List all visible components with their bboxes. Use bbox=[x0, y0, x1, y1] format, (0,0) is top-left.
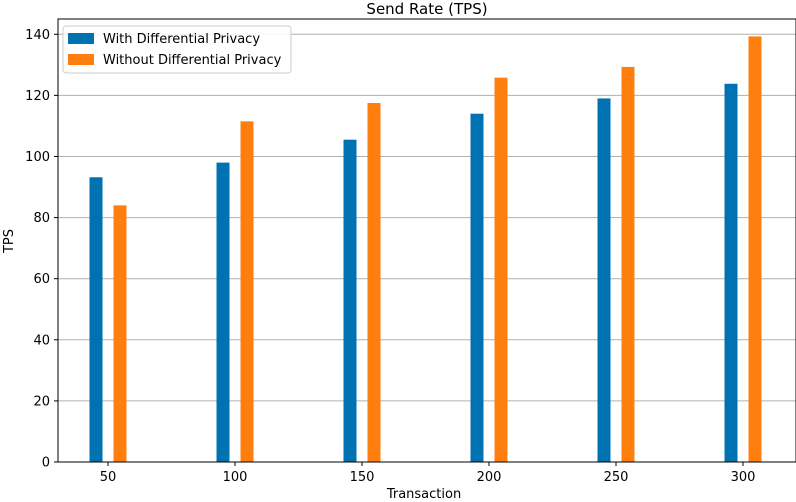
y-axis-ticks: 0 20 40 60 80 100 120 140 bbox=[25, 28, 58, 471]
bar-with-dp-150 bbox=[343, 139, 357, 462]
grid-lines bbox=[58, 33, 796, 463]
y-tick-label: 60 bbox=[33, 272, 50, 287]
bar-without-dp-50 bbox=[113, 205, 127, 462]
bar-with-dp-100 bbox=[216, 162, 230, 462]
bar-with-dp-200 bbox=[470, 113, 484, 463]
y-tick-label: 20 bbox=[33, 394, 50, 409]
x-axis-ticks: 50 100 150 200 250 300 bbox=[100, 462, 756, 485]
legend-box bbox=[62, 25, 292, 74]
bar-with-dp-250 bbox=[597, 98, 611, 463]
legend-label-with-dp: With Differential Privacy bbox=[103, 32, 260, 47]
y-tick-label: 100 bbox=[25, 150, 50, 165]
bar-without-dp-300 bbox=[748, 36, 762, 462]
bar-without-dp-250 bbox=[621, 66, 635, 462]
y-tick-label: 40 bbox=[33, 333, 50, 348]
legend-swatch-without-dp bbox=[68, 54, 94, 65]
y-tick-label: 140 bbox=[25, 28, 50, 43]
y-tick-label: 80 bbox=[33, 211, 50, 226]
bar-with-dp-300 bbox=[724, 83, 738, 462]
y-tick-label: 0 bbox=[42, 456, 50, 471]
chart-title: Send Rate (TPS) bbox=[366, 0, 487, 18]
bars bbox=[89, 36, 762, 463]
bar-without-dp-100 bbox=[240, 121, 254, 463]
x-tick-label: 200 bbox=[477, 470, 502, 485]
bar-with-dp-50 bbox=[89, 177, 103, 462]
bar-without-dp-150 bbox=[367, 103, 381, 462]
bar-without-dp-200 bbox=[494, 77, 508, 463]
x-axis-title: Transaction bbox=[386, 487, 461, 502]
x-tick-label: 100 bbox=[223, 470, 248, 485]
y-tick-label: 120 bbox=[25, 89, 50, 104]
x-tick-label: 150 bbox=[350, 470, 375, 485]
x-tick-label: 250 bbox=[604, 470, 629, 485]
y-axis-title: TPS bbox=[2, 229, 17, 254]
x-tick-label: 50 bbox=[100, 470, 117, 485]
legend-label-without-dp: Without Differential Privacy bbox=[103, 53, 282, 68]
plot-frame bbox=[57, 18, 796, 463]
legend-swatch-with-dp bbox=[68, 33, 94, 44]
x-tick-label: 300 bbox=[731, 470, 756, 485]
legend: With Differential Privacy Without Differ… bbox=[62, 25, 292, 74]
